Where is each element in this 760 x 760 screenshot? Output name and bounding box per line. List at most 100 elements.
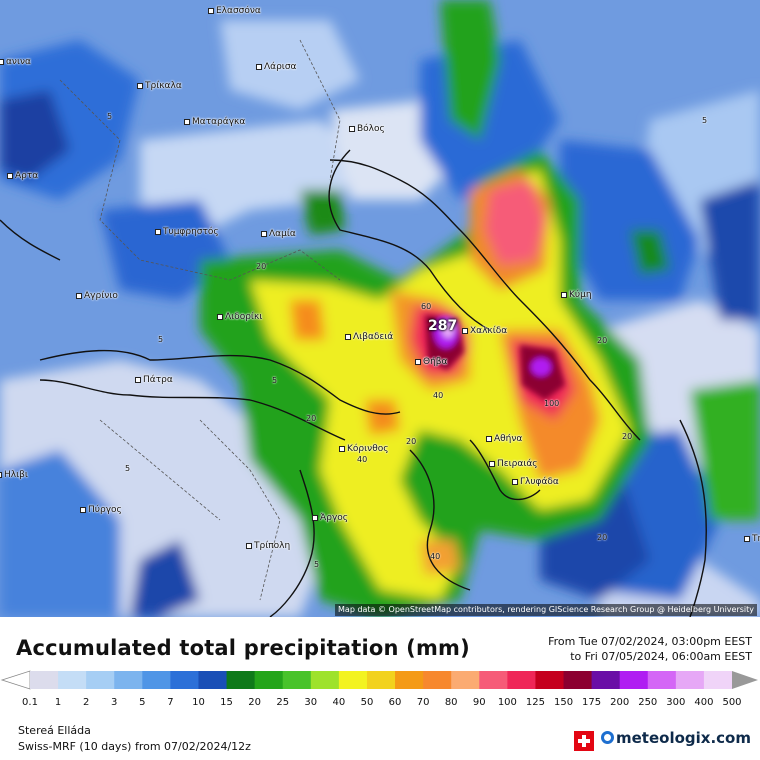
- legend-swatch: [479, 671, 508, 689]
- legend-swatch: [254, 671, 284, 689]
- legend-swatch: [86, 671, 115, 689]
- city-name: Αθήνα: [494, 434, 523, 444]
- legend-tick-label: 5: [139, 697, 146, 708]
- city-marker-icon: [415, 358, 421, 365]
- legend-tick-label: 10: [192, 697, 205, 708]
- contour-value-label: 20: [256, 262, 267, 271]
- city-name: Πάτρα: [143, 375, 173, 385]
- legend-swatch: [563, 671, 593, 689]
- contour-value-label: 5: [272, 376, 278, 385]
- legend-swatch: [170, 671, 199, 689]
- legend-tick-label: 500: [722, 697, 742, 708]
- legend-swatch: [30, 671, 59, 689]
- city-name: ανινα: [6, 57, 31, 67]
- city-label: Τρίπολη: [246, 541, 290, 551]
- city-label: Πάτρα: [135, 375, 173, 385]
- meteologix-logo[interactable]: meteologix.com: [601, 729, 751, 747]
- city-label: Τυμφρηστός: [155, 227, 219, 237]
- legend-arrow-right: [732, 671, 758, 689]
- city-label: Άργος: [312, 513, 348, 523]
- legend-tick-label: 25: [276, 697, 290, 708]
- city-marker-icon: [256, 63, 262, 70]
- contour-value-label: 20: [406, 437, 417, 446]
- city-name: Τρίπολη: [254, 541, 291, 551]
- city-name: Χαλκίδα: [470, 326, 508, 336]
- city-marker-icon: [345, 333, 351, 340]
- city-label: Κύμη: [561, 290, 592, 300]
- brand-label: meteologix.com: [616, 729, 751, 747]
- contour-value-label: 5: [702, 116, 708, 125]
- city-label: Τήν: [744, 534, 760, 544]
- contour-value-label: 40: [430, 552, 441, 561]
- legend-tick-label: 2: [82, 697, 90, 708]
- city-marker-icon: [489, 460, 495, 467]
- city-marker-icon: [312, 514, 318, 521]
- city-marker-icon: [135, 376, 141, 383]
- city-label: Χαλκίδα: [462, 326, 507, 336]
- legend-swatch: [198, 671, 228, 689]
- legend-swatch: [423, 671, 452, 689]
- precipitation-map[interactable]: Ελασσόνα ανινα Λάρισα Τρίκαλα Ματαράγκα Βόλος…: [0, 0, 760, 617]
- city-name: Άργος: [320, 513, 349, 523]
- contour-value-label: 20: [306, 414, 317, 423]
- contour-value-label: 20: [597, 533, 608, 542]
- color-legend: [0, 670, 758, 690]
- city-name: Ματαράγκα: [192, 117, 246, 127]
- legend-tick-label: 100: [497, 697, 517, 708]
- city-label: Τρίκαλα: [137, 81, 182, 91]
- legend-tick-label: 15: [220, 697, 233, 708]
- city-label: Λιβαδειά: [345, 332, 393, 342]
- city-label: Βόλος: [349, 124, 385, 134]
- city-name: Λάρισα: [264, 62, 297, 72]
- city-marker-icon: [261, 230, 267, 237]
- legend-tick-label: 150: [553, 697, 574, 708]
- contour-value-label: 5: [158, 335, 164, 344]
- city-marker-icon: [561, 291, 567, 298]
- model-label: Swiss-MRF (10 days) from 07/02/2024/12z: [18, 740, 251, 753]
- city-label: Πύργος: [80, 505, 122, 515]
- legend-swatch: [395, 671, 424, 689]
- legend-tick-label: 40: [332, 697, 346, 708]
- swiss-flag-icon: [574, 731, 594, 751]
- max-value-label: 287: [428, 318, 458, 334]
- city-marker-icon: [486, 435, 492, 442]
- contour-value-label: 5: [107, 112, 113, 121]
- city-label: Ματαράγκα: [184, 117, 245, 127]
- city-label: ανινα: [0, 57, 31, 67]
- legend-tick-label: 7: [167, 697, 174, 708]
- legend-swatch: [366, 671, 396, 689]
- city-label: Θήβα: [415, 357, 447, 367]
- city-label: Λαμία: [261, 229, 296, 239]
- contour-value-label: 20: [622, 432, 633, 441]
- legend-swatch: [647, 671, 677, 689]
- legend-swatch: [58, 671, 87, 689]
- city-marker-icon: [184, 118, 190, 125]
- city-label: Λάρισα: [256, 62, 296, 72]
- contour-value-label: 20: [597, 336, 608, 345]
- region-label: Stereá Elláda: [18, 724, 91, 737]
- contour-value-label: 40: [357, 455, 368, 464]
- city-marker-icon: [0, 471, 2, 478]
- city-name: Ελασσόνα: [216, 6, 261, 16]
- legend-tick-label: 250: [638, 697, 658, 708]
- city-name: Θήβα: [423, 357, 448, 367]
- legend-swatch: [142, 671, 171, 689]
- city-name: Τήν: [752, 534, 760, 544]
- legend-tick-label: 1: [54, 697, 62, 708]
- legend-swatch: [535, 671, 565, 689]
- period-from: From Tue 07/02/2024, 03:00pm EEST: [548, 635, 752, 648]
- city-name: Τρίκαλα: [145, 81, 182, 91]
- contour-value-label: 60: [421, 302, 432, 311]
- city-name: Πειραιάς: [497, 459, 538, 469]
- contour-value-label: 100: [544, 399, 560, 408]
- city-name: Κόρινθος: [347, 444, 389, 454]
- legend-swatch: [675, 671, 705, 689]
- city-name: Λιβαδειά: [353, 332, 394, 342]
- legend-swatch: [591, 671, 621, 689]
- legend-swatch: [282, 671, 312, 689]
- legend-tick-label: 30: [304, 697, 318, 708]
- city-name: Τυμφρηστός: [163, 227, 219, 237]
- city-label: Αγρίνιο: [76, 291, 118, 301]
- city-marker-icon: [76, 292, 82, 299]
- city-name: Γλυφάδα: [520, 477, 559, 487]
